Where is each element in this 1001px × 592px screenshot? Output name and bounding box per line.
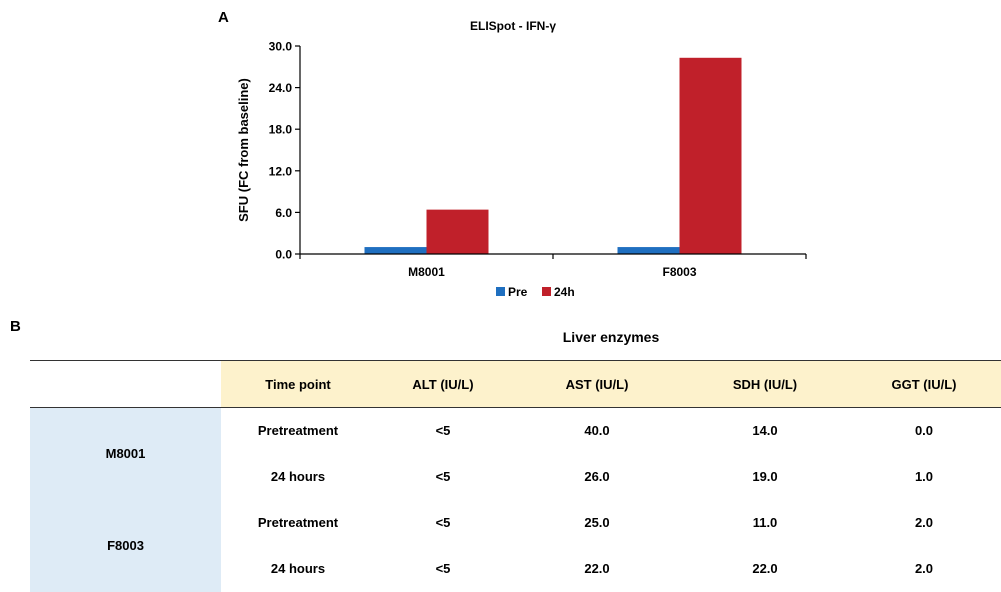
header-ggt: GGT (IU/L) [847,360,1001,408]
header-alt: ALT (IU/L) [375,360,511,408]
y-tick-label: 0.0 [275,248,292,262]
ggt-cell: 2.0 [914,561,934,576]
sdh-cell: 22.0 [752,561,778,576]
sdh-cell: 14.0 [752,423,778,439]
ggt-cell: 0.0 [914,423,934,439]
table-header-row: Time point ALT (IU/L) AST (IU/L) SDH (IU… [30,360,1001,408]
y-tick-label: 24.0 [269,81,293,95]
ggt-cell: 1.0 [914,469,934,484]
time-point-cell: 24 hours [270,561,326,576]
elispot-chart: ELISpot - IFN-γ SFU (FC from baseline) 0… [236,19,807,299]
bar-pre-f8003 [617,247,680,254]
alt-cell: <5 [435,561,451,576]
header-time-point: Time point [221,360,375,408]
time-point-cell: Pretreatment [257,423,339,439]
y-tick-label: 30.0 [269,40,293,54]
table-row: 24 hours <5 26.0 19.0 1.0 [30,454,1001,500]
ggt-cell: 2.0 [914,515,934,530]
bars-group [364,57,742,254]
ast-cell: 26.0 [584,469,610,484]
x-tick-label: F8003 [662,265,696,279]
y-axis-label: SFU (FC from baseline) [236,78,251,222]
alt-cell: <5 [435,423,451,439]
x-axis: M8001 F8003 [299,253,807,279]
legend-swatch [496,287,505,296]
subject-cell: F8003 [30,499,221,592]
liver-enzymes-table: Time point ALT (IU/L) AST (IU/L) SDH (IU… [30,360,1001,592]
legend-label: 24h [554,285,575,299]
y-tick-label: 6.0 [275,206,292,220]
table-title: Liver enzymes [562,329,660,345]
table-row: M8001 Pretreatment <5 40.0 14.0 0.0 [30,407,1001,500]
y-tick-label: 12.0 [269,164,293,178]
table-row: 24 hours <5 22.0 22.0 2.0 [30,546,1001,592]
header-ast: AST (IU/L) [511,360,683,408]
panel-a-label: A [218,9,229,26]
y-axis: 0.0 6.0 12.0 18.0 24.0 30.0 [269,40,301,262]
ast-cell: 25.0 [584,515,610,530]
x-tick-label: M8001 [408,265,445,279]
time-point-cell: 24 hours [270,469,326,484]
alt-cell: <5 [435,515,451,530]
header-sdh: SDH (IU/L) [683,360,847,408]
bar-pre-m8001 [364,247,427,254]
legend-swatch [542,287,551,296]
alt-cell: <5 [435,469,451,484]
legend-label: Pre [508,285,528,299]
sdh-cell: 11.0 [752,515,778,530]
bar-24h-m8001 [426,209,489,254]
table-row: F8003 Pretreatment <5 25.0 11.0 2.0 [30,499,1001,592]
bar-24h-f8003 [679,57,742,254]
subject-cell: M8001 [30,407,221,500]
header-blank [30,360,221,408]
panel-b-label: B [10,318,21,335]
y-tick-label: 18.0 [269,123,293,137]
time-point-cell: Pretreatment [257,515,339,530]
sdh-cell: 19.0 [752,469,778,484]
legend: Pre 24h [496,285,575,299]
ast-cell: 40.0 [584,423,610,439]
chart-title: ELISpot - IFN-γ [470,19,556,33]
ast-cell: 22.0 [584,561,610,576]
